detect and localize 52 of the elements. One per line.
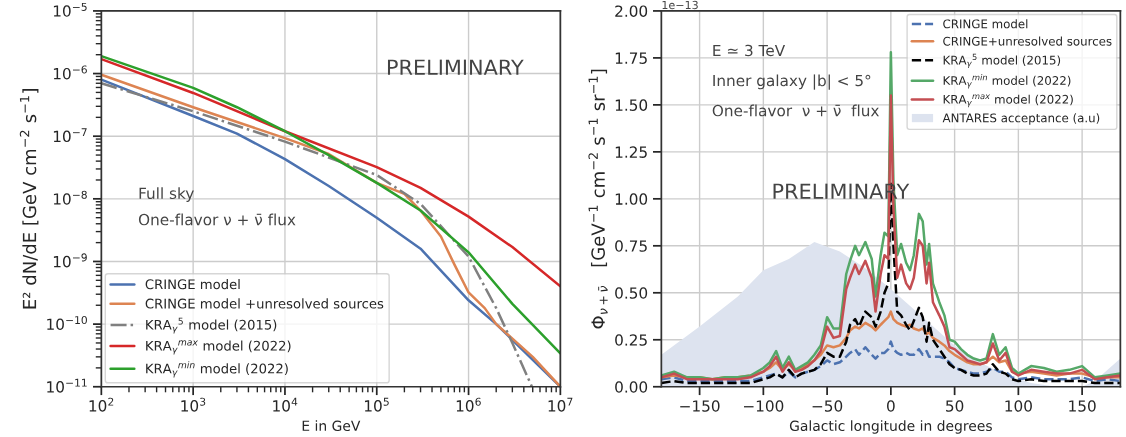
x-tick-label: 100 — [1005, 400, 1032, 412]
y-tick-label: 10$^{−9}$ — [53, 253, 87, 268]
annotation: Inner galaxy |b| < 5° — [713, 74, 871, 90]
y-tick-label: 10$^{−5}$ — [53, 2, 87, 17]
y-tick-label: 1.25 — [615, 146, 647, 158]
y-tick-label: 0.00 — [615, 381, 648, 393]
x-tick-label: 10$^{4}$ — [273, 397, 298, 412]
legend-label: CRINGE model — [145, 279, 240, 290]
annotation: One-flavor ν + ν̄ flux — [712, 104, 879, 117]
legend-label: KRA$_{γ}$$^{5}$ model (2015) — [146, 317, 277, 334]
x-axis-title: E in GeV — [302, 420, 361, 432]
annotation: Full sky — [139, 187, 194, 203]
y-tick-label: 10$^{−6}$ — [53, 65, 87, 80]
legend-label: KRA$_{γ}$$^{min}$ model (2022) — [146, 361, 288, 378]
x-tick-label: 150 — [1069, 400, 1096, 412]
text: 1e−13 — [662, 0, 698, 10]
annotation: PRELIMINARY — [387, 59, 524, 75]
y-tick-label: 10$^{−11}$ — [47, 378, 87, 393]
x-tick-label: 10$^{5}$ — [364, 397, 389, 412]
y-tick-label: 1.75 — [615, 52, 647, 64]
x-tick-label: −150 — [680, 400, 720, 412]
x-tick-label: 10$^{2}$ — [89, 397, 114, 412]
legend-label: KRA$_{γ}$$^{max}$ model (2022) — [943, 94, 1073, 108]
y-tick-label: 0.50 — [615, 287, 648, 299]
annotation: One-flavor ν + ν̄ flux — [138, 213, 296, 226]
legend-label: ANTARES acceptance (a.u) — [942, 113, 1100, 125]
y-tick-label: 1.50 — [615, 99, 648, 111]
y-tick-label: 2.00 — [615, 5, 648, 17]
legend-label: KRA$_{γ}$$^{min}$ model (2022) — [943, 74, 1071, 89]
y-tick-label: 0.25 — [615, 334, 647, 346]
legend-label: KRA$_{γ}$$^{5}$ model (2015) — [943, 53, 1061, 69]
x-tick-label: 10$^{3}$ — [181, 397, 206, 412]
y-tick-label: 10$^{−10}$ — [47, 316, 87, 331]
y-axis-title: E² dN/dE [GeV cm$^{−2}$ s$^{−1}$] — [19, 89, 39, 309]
y-tick-label: 0.75 — [615, 240, 647, 252]
y-tick-label: 10$^{−8}$ — [53, 190, 87, 205]
y-tick-label: 1.00 — [615, 193, 648, 205]
x-tick-label: 10$^{6}$ — [456, 397, 481, 412]
x-axis-title: Galactic longitude in degrees — [789, 420, 992, 434]
legend-label: CRINGE model — [943, 19, 1028, 29]
x-tick-label: 10$^{7}$ — [548, 397, 573, 412]
legend-label: CRINGE model +unresolved sources — [145, 298, 384, 309]
x-tick-label: 50 — [946, 400, 964, 412]
x-tick-label: 0 — [887, 400, 895, 412]
annotation: E ≃ 3 TeV — [713, 44, 786, 57]
x-tick-label: −50 — [812, 400, 843, 412]
line-series — [661, 340, 1121, 383]
y-tick-label: 10$^{−7}$ — [53, 128, 87, 143]
legend-label: KRA$_{γ}$$^{max}$ model (2022) — [146, 340, 291, 355]
legend-label: CRINGE+unresolved sources — [943, 36, 1112, 46]
text: Φ$_{ν+ν̄}$ [GeV$^{−1}$ cm$^{−2}$ s$^{−1}$ sr$^{−1}$] — [588, 69, 608, 329]
x-tick-label: −100 — [743, 400, 784, 412]
